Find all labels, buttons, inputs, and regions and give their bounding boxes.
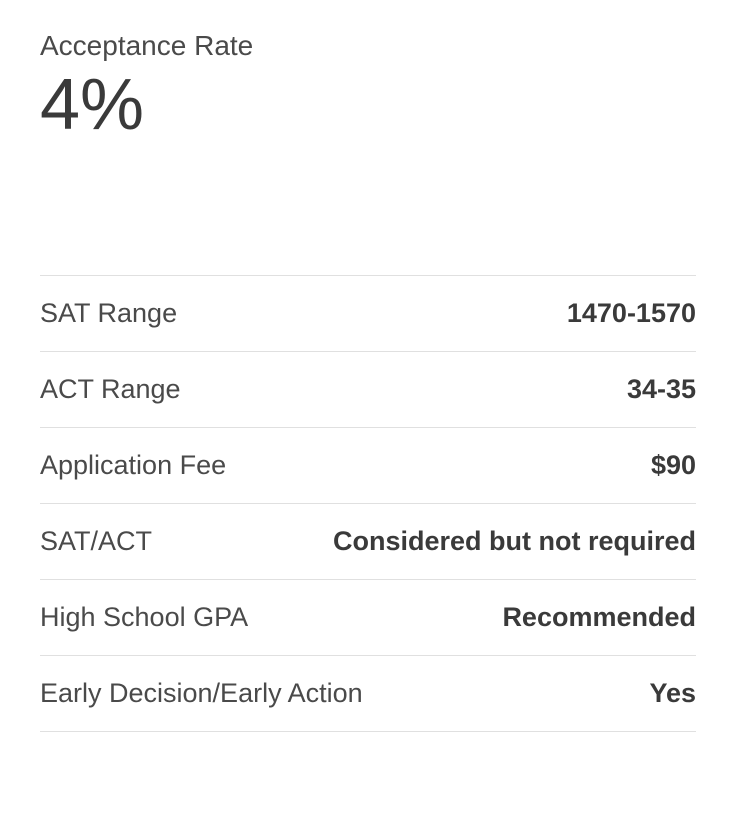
sat-act-policy-value: Considered but not required xyxy=(333,526,696,557)
sat-range-label: SAT Range xyxy=(40,298,177,329)
table-row: ACT Range 34-35 xyxy=(40,351,696,427)
acceptance-rate-label: Acceptance Rate xyxy=(40,30,696,62)
table-row: Early Decision/Early Action Yes xyxy=(40,655,696,732)
admissions-stats-table: SAT Range 1470-1570 ACT Range 34-35 Appl… xyxy=(40,275,696,732)
act-range-value: 34-35 xyxy=(627,374,696,405)
application-fee-value: $90 xyxy=(651,450,696,481)
table-row: SAT Range 1470-1570 xyxy=(40,275,696,351)
acceptance-rate-value: 4% xyxy=(40,66,696,145)
sat-range-value: 1470-1570 xyxy=(567,298,696,329)
sat-act-policy-label: SAT/ACT xyxy=(40,526,152,557)
gpa-policy-label: High School GPA xyxy=(40,602,248,633)
application-fee-label: Application Fee xyxy=(40,450,226,481)
acceptance-rate-header: Acceptance Rate 4% xyxy=(40,30,696,145)
table-row: SAT/ACT Considered but not required xyxy=(40,503,696,579)
table-row: Application Fee $90 xyxy=(40,427,696,503)
act-range-label: ACT Range xyxy=(40,374,181,405)
early-decision-label: Early Decision/Early Action xyxy=(40,678,363,709)
early-decision-value: Yes xyxy=(649,678,696,709)
gpa-policy-value: Recommended xyxy=(502,602,696,633)
table-row: High School GPA Recommended xyxy=(40,579,696,655)
